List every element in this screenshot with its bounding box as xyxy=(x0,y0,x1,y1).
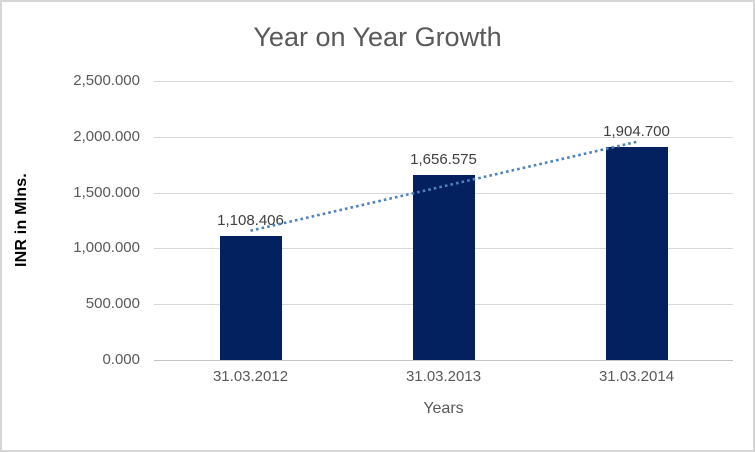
x-axis-line xyxy=(154,360,733,361)
x-tick-label: 31.03.2013 xyxy=(405,368,482,385)
y-tick-label: 0.000 xyxy=(102,351,140,368)
trendline xyxy=(250,140,637,232)
x-tick-label: 31.03.2014 xyxy=(598,368,675,385)
gridline xyxy=(154,136,733,138)
x-axis-title: Years xyxy=(423,400,464,417)
y-axis-title: INR in Mlns. xyxy=(13,173,30,268)
y-tick-label: 500.000 xyxy=(85,295,140,313)
x-tick-label: 31.03.2012 xyxy=(212,368,289,385)
bar-31.03.2014 xyxy=(605,147,668,360)
y-tick-label: 1,500.000 xyxy=(73,183,140,201)
y-tick-label: 2,500.000 xyxy=(73,72,140,89)
data-label: 1,656.575 xyxy=(410,151,477,169)
gridline xyxy=(154,81,733,82)
y-tick-label: 2,000.000 xyxy=(73,127,140,145)
y-tick-label: 1,000.000 xyxy=(73,239,140,257)
bar-31.03.2013 xyxy=(412,175,475,360)
data-label: 1,904.700 xyxy=(603,123,670,141)
chart-title: Year on Year Growth xyxy=(253,22,502,52)
bar-31.03.2012 xyxy=(219,236,282,360)
data-label: 1,108.406 xyxy=(217,212,284,230)
plot-area: 1,108.406 1,656.575 1,904.700 xyxy=(154,81,733,361)
